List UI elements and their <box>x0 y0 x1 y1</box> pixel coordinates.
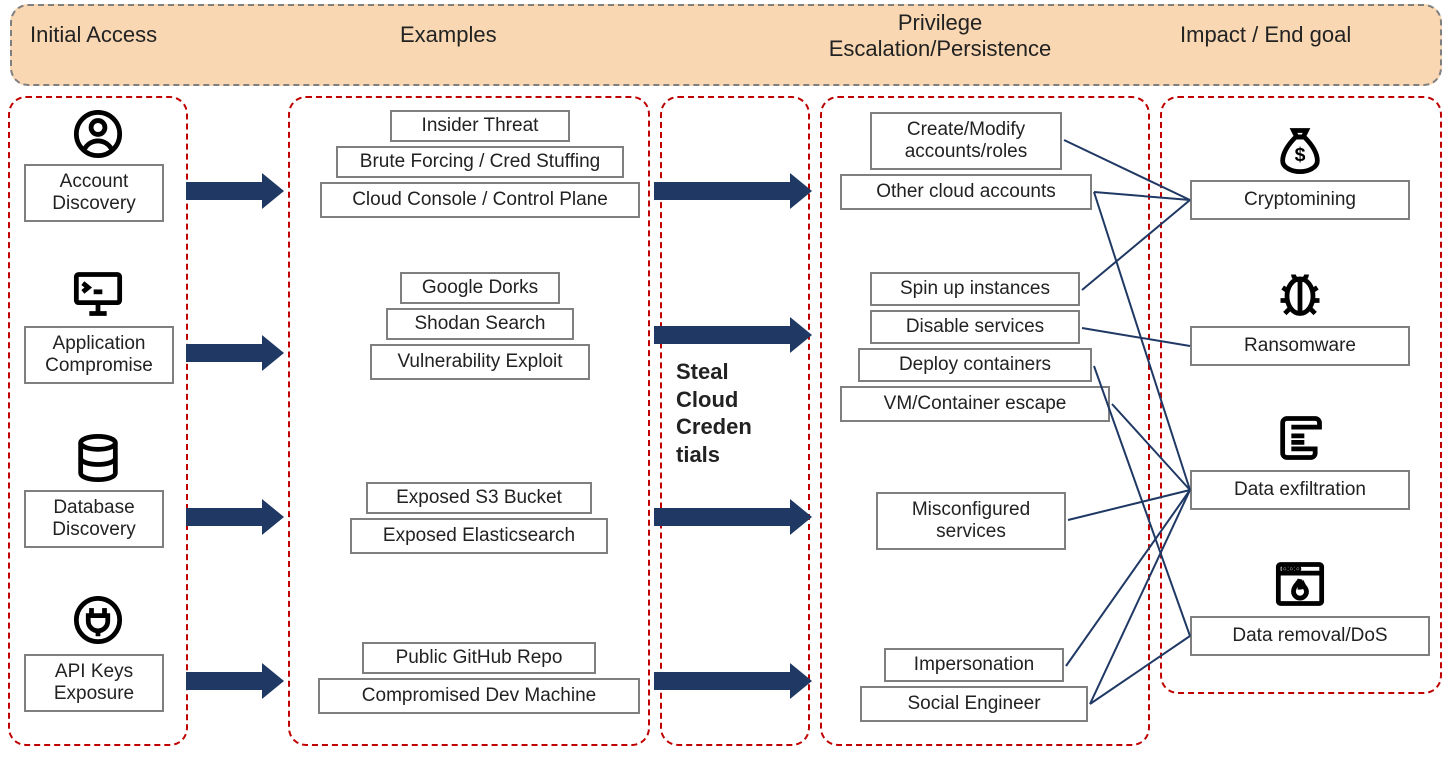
node-misconfig: Misconfigured services <box>876 492 1066 550</box>
node-google-dorks: Google Dorks <box>400 272 560 304</box>
arrow-examples-2 <box>654 326 794 344</box>
fire-window-icon <box>1272 556 1328 612</box>
steal-line-2: Creden <box>676 414 752 439</box>
node-ransomware: Ransomware <box>1190 326 1410 366</box>
node-application-compromise: Application Compromise <box>24 326 174 384</box>
steal-credentials-label: Steal Cloud Creden tials <box>676 358 796 468</box>
node-dev-machine: Compromised Dev Machine <box>318 678 640 714</box>
node-exfiltration: Data exfiltration <box>1190 470 1410 510</box>
node-github-repo: Public GitHub Repo <box>362 642 596 674</box>
node-vuln-exploit: Vulnerability Exploit <box>370 344 590 380</box>
steal-line-0: Steal <box>676 359 729 384</box>
steal-line-1: Cloud <box>676 387 738 412</box>
node-brute-forcing: Brute Forcing / Cred Stuffing <box>336 146 624 178</box>
node-vm-escape: VM/Container escape <box>840 386 1110 422</box>
node-deploy-cont: Deploy containers <box>858 348 1092 382</box>
bug-icon <box>1272 266 1328 322</box>
node-database-discovery: Database Discovery <box>24 490 164 548</box>
node-s3-bucket: Exposed S3 Bucket <box>366 482 592 514</box>
terminal-icon <box>70 266 126 322</box>
arrow-initial-2 <box>186 344 266 362</box>
arrow-initial-4 <box>186 672 266 690</box>
node-other-cloud: Other cloud accounts <box>840 174 1092 210</box>
plug-icon <box>70 592 126 648</box>
moneybag-icon: $ <box>1272 122 1328 178</box>
header-examples: Examples <box>400 22 600 48</box>
arrow-initial-3 <box>186 508 266 526</box>
node-data-removal: Data removal/DoS <box>1190 616 1430 656</box>
node-disable-svc: Disable services <box>870 310 1080 344</box>
arrow-initial-1 <box>186 182 266 200</box>
node-shodan: Shodan Search <box>386 308 574 340</box>
node-api-keys-exposure: API Keys Exposure <box>24 654 164 712</box>
node-create-modify: Create/Modify accounts/roles <box>870 112 1062 170</box>
header-initial-access: Initial Access <box>30 22 230 48</box>
user-icon <box>70 106 126 162</box>
header-priv-escalation: Privilege Escalation/Persistence <box>790 10 1090 63</box>
node-impersonation: Impersonation <box>884 648 1064 682</box>
scroll-icon <box>1272 410 1328 466</box>
node-insider-threat: Insider Threat <box>390 110 570 142</box>
header-impact: Impact / End goal <box>1180 22 1440 48</box>
node-account-discovery: Account Discovery <box>24 164 164 222</box>
svg-text:$: $ <box>1295 144 1306 166</box>
node-social-eng: Social Engineer <box>860 686 1088 722</box>
arrow-examples-1 <box>654 182 794 200</box>
arrow-examples-4 <box>654 672 794 690</box>
node-elasticsearch: Exposed Elasticsearch <box>350 518 608 554</box>
database-icon <box>70 430 126 486</box>
node-cryptomining: Cryptomining <box>1190 180 1410 220</box>
steal-line-3: tials <box>676 442 720 467</box>
node-spin-instances: Spin up instances <box>870 272 1080 306</box>
arrow-examples-3 <box>654 508 794 526</box>
node-cloud-console: Cloud Console / Control Plane <box>320 182 640 218</box>
